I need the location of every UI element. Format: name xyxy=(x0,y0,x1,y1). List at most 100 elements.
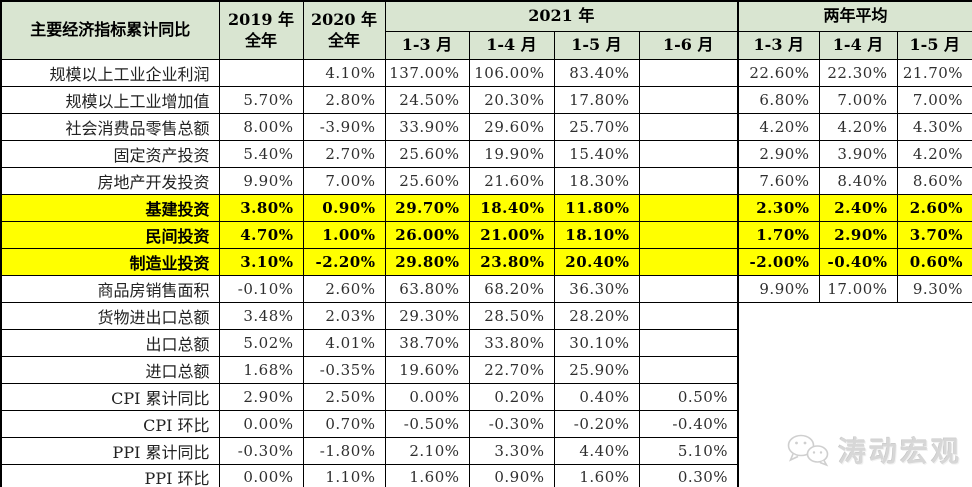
table-cell: 20.40% xyxy=(553,247,640,276)
table-row: PPI 环比 0.00% 1.10% 1.60% 0.90% 1.60% 0.3… xyxy=(0,463,972,487)
table-cell: -0.30% xyxy=(468,409,555,438)
table-cell xyxy=(638,220,739,249)
table-cell xyxy=(638,193,739,222)
table-cell: 1.60% xyxy=(553,463,640,487)
row-label: 房地产开发投资 xyxy=(0,166,220,195)
table-row: 社会消费品零售总额 8.00% -3.90% 33.90% 29.60% 25.… xyxy=(0,112,972,141)
table-cell: 25.90% xyxy=(553,355,640,384)
table-cell: 9.90% xyxy=(218,166,304,195)
table-cell: 29.30% xyxy=(384,301,470,330)
table-cell: 3.80% xyxy=(218,193,304,222)
table-cell xyxy=(638,247,739,276)
table-cell: -0.10% xyxy=(218,274,304,303)
row-label: 进口总额 xyxy=(0,355,220,384)
table-cell: 33.80% xyxy=(468,328,555,357)
table-cell: 19.90% xyxy=(468,139,555,168)
table-cell: 3.70% xyxy=(896,220,972,249)
row-label: 社会消费品零售总额 xyxy=(0,112,220,141)
table-cell: 63.80% xyxy=(384,274,470,303)
table-cell: 15.40% xyxy=(553,139,640,168)
table-cell: 2.30% xyxy=(737,193,820,222)
table-cell: 0.20% xyxy=(468,382,555,411)
table-cell: 11.80% xyxy=(553,193,640,222)
column-header-2021-m1-5: 1-5 月 xyxy=(553,30,640,60)
table-cell: 8.40% xyxy=(818,166,898,195)
row-label: 商品房销售面积 xyxy=(0,274,220,303)
table-cell: 29.80% xyxy=(384,247,470,276)
table-cell: 2.10% xyxy=(384,436,470,465)
table-row-highlighted: 基建投资 3.80% 0.90% 29.70% 18.40% 11.80% 2.… xyxy=(0,193,972,222)
table-cell: 9.90% xyxy=(737,274,820,303)
table-cell xyxy=(218,58,304,87)
table-cell: 17.00% xyxy=(818,274,898,303)
table-cell: 1.70% xyxy=(737,220,820,249)
header-row-months: 1-3 月 1-4 月 1-5 月 1-6 月 1-3 月 1-4 月 1-5 … xyxy=(1,30,972,60)
table-row: 货物进出口总额 3.48% 2.03% 29.30% 28.50% 28.20% xyxy=(0,301,972,487)
corner-header: 主要经济指标累计同比 xyxy=(0,0,220,60)
table-cell: 7.00% xyxy=(302,166,386,195)
column-header-2021-m1-4: 1-4 月 xyxy=(468,30,555,60)
table-cell: 17.80% xyxy=(553,85,640,114)
table-cell: 29.70% xyxy=(384,193,470,222)
table-row: 规模以上工业企业利润 4.10% 137.00% 106.00% 83.40% … xyxy=(0,58,972,87)
table-cell: 2.50% xyxy=(302,382,386,411)
table-cell: 4.20% xyxy=(818,112,898,141)
table-cell xyxy=(638,112,739,141)
table-cell: 22.30% xyxy=(818,58,898,87)
column-group-2021: 2021 年 xyxy=(384,0,739,32)
table-cell: 25.70% xyxy=(553,112,640,141)
table-cell: 1.60% xyxy=(384,463,470,487)
table-row: 规模以上工业增加值 5.70% 2.80% 24.50% 20.30% 17.8… xyxy=(0,85,972,114)
table-cell: 3.10% xyxy=(218,247,304,276)
table-cell: 3.48% xyxy=(218,301,304,330)
table-cell: 24.50% xyxy=(384,85,470,114)
table-row: 商品房销售面积 -0.10% 2.60% 63.80% 68.20% 36.30… xyxy=(0,274,972,303)
table-cell: 36.30% xyxy=(553,274,640,303)
table-row: PPI 累计同比 -0.30% -1.80% 2.10% 3.30% 4.40%… xyxy=(0,436,972,465)
table-cell: 4.20% xyxy=(737,112,820,141)
table-cell xyxy=(638,58,739,87)
column-header-avg-m1-3: 1-3 月 xyxy=(737,30,820,60)
table-cell xyxy=(638,301,739,330)
table-cell: 26.00% xyxy=(384,220,470,249)
table-cell: 25.60% xyxy=(384,139,470,168)
row-label: PPI 累计同比 xyxy=(0,436,220,465)
table-row: CPI 累计同比 2.90% 2.50% 0.00% 0.20% 0.40% 0… xyxy=(0,382,972,411)
table-cell: 7.00% xyxy=(896,85,972,114)
table-cell: 4.20% xyxy=(896,139,972,168)
table-cell: 68.20% xyxy=(468,274,555,303)
table-cell: 29.60% xyxy=(468,112,555,141)
table-cell: 6.80% xyxy=(737,85,820,114)
table-cell: 8.60% xyxy=(896,166,972,195)
table-cell: -2.00% xyxy=(737,247,820,276)
table-cell: 1.68% xyxy=(218,355,304,384)
table-cell: 2.60% xyxy=(896,193,972,222)
table-cell: -0.40% xyxy=(818,247,898,276)
table-cell: 21.60% xyxy=(468,166,555,195)
row-label: 规模以上工业增加值 xyxy=(0,85,220,114)
table-cell: 4.30% xyxy=(896,112,972,141)
table-cell: 3.90% xyxy=(818,139,898,168)
table-cell: 0.90% xyxy=(302,193,386,222)
table-cell: 18.10% xyxy=(553,220,640,249)
table-cell: 2.03% xyxy=(302,301,386,330)
table-cell: 1.10% xyxy=(302,463,386,487)
table-cell: 5.02% xyxy=(218,328,304,357)
table-cell: 28.50% xyxy=(468,301,555,330)
table-row-highlighted: 民间投资 4.70% 1.00% 26.00% 21.00% 18.10% 1.… xyxy=(0,220,972,249)
table-cell: 25.60% xyxy=(384,166,470,195)
row-label: 出口总额 xyxy=(0,328,220,357)
table-cell xyxy=(638,166,739,195)
table-cell: -0.20% xyxy=(553,409,640,438)
table-cell: 30.10% xyxy=(553,328,640,357)
table-cell: 8.00% xyxy=(218,112,304,141)
table-cell: 4.40% xyxy=(553,436,640,465)
table-cell: -0.50% xyxy=(384,409,470,438)
table-cell: 2.90% xyxy=(737,139,820,168)
row-label: 民间投资 xyxy=(0,220,220,249)
table-cell: 4.10% xyxy=(302,58,386,87)
table-cell: 0.30% xyxy=(638,463,739,487)
column-header-2021-m1-3: 1-3 月 xyxy=(384,30,470,60)
row-label: 制造业投资 xyxy=(0,247,220,276)
